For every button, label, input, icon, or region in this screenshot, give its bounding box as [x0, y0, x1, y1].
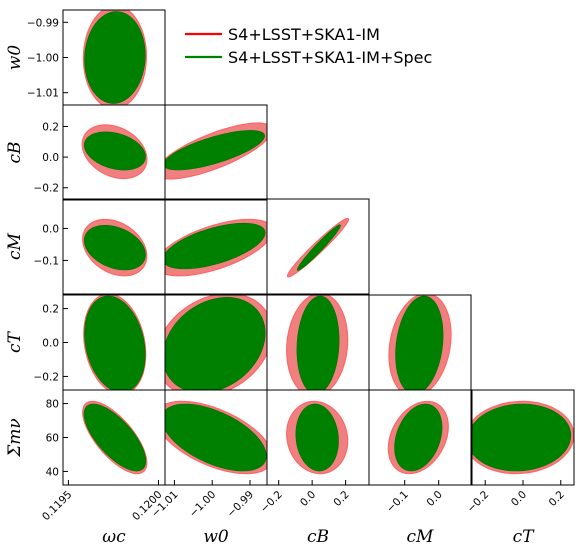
xtick-label-cT-2: 0.2 — [547, 489, 567, 509]
panel-w0-mnu — [165, 400, 267, 475]
ytick-label-cT-1: 0.0 — [42, 338, 59, 350]
contour-green-cB-cT — [296, 295, 340, 390]
contour-green-cB-mnu — [295, 403, 339, 472]
ytick-label-cM-1: 0.0 — [42, 223, 59, 235]
panel-frame-w0-cB — [164, 104, 268, 201]
xtick-label-cM-0: −0.1 — [384, 489, 411, 516]
panel-w0-cB — [165, 122, 267, 180]
panel-cM-mnu — [387, 400, 449, 475]
ylabel-cB: cB — [5, 141, 25, 163]
xtick-label-cB-2: 0.2 — [331, 489, 351, 509]
panel-wc-cM — [82, 218, 148, 277]
xtick-label-cM-1: 0.0 — [425, 489, 445, 509]
panel-cB-cT — [286, 295, 349, 390]
contour-green-wc-mnu — [83, 403, 147, 472]
ytick-label-w0-1: −1.00 — [27, 53, 59, 65]
legend-green-label: S4+LSST+SKA1-IM+Spec — [228, 48, 432, 67]
ytick-label-cT-2: 0.2 — [42, 304, 59, 316]
panel-wc-mnu — [82, 400, 148, 475]
contour-green-wc-cB — [83, 131, 146, 171]
panel-w0-cM — [165, 218, 267, 277]
contour-green-wc-w0 — [84, 11, 146, 104]
ytick-label-w0-2: −0.99 — [27, 17, 59, 29]
contour-green-w0-cM — [165, 222, 266, 270]
ytick-label-cB-1: 0.0 — [42, 152, 59, 164]
contour-green-w0-cT — [165, 297, 266, 390]
panel-w0-cT — [165, 295, 267, 390]
contour-green-wc-cM — [83, 224, 146, 271]
xtick-label-w0-1: −1.00 — [187, 489, 218, 520]
ylabel-w0: w0 — [5, 45, 25, 71]
contour-green-cM-cT — [395, 295, 444, 390]
ylabel-cT: cT — [5, 330, 25, 353]
panel-cB-cM — [286, 217, 350, 278]
panel-cB-mnu — [286, 400, 349, 475]
panel-wc-cB — [81, 124, 148, 180]
ylabel-cM: cM — [5, 232, 25, 260]
contour-green-wc-cT — [84, 295, 146, 390]
legend: S4+LSST+SKA1-IM S4+LSST+SKA1-IM+Spec — [185, 25, 432, 67]
ytick-label-cT-0: −0.2 — [34, 371, 60, 383]
xtick-label-cB-1: 0.0 — [298, 489, 318, 509]
xlabel-cM: cM — [407, 527, 435, 547]
ytick-label-w0-0: −1.01 — [27, 88, 59, 100]
panel-cT-mnu — [472, 400, 574, 475]
xlabel-wc: ωc — [102, 527, 126, 547]
ytick-label-cB-2: 0.2 — [42, 121, 59, 133]
axis-labels-layer: ωc w0 cB cM cT w0 cB cM cT Σmν — [5, 45, 535, 547]
ytick-label-mnu-2: 80 — [46, 399, 59, 411]
panel-wc-w0 — [82, 10, 148, 105]
xtick-label-cB-0: −0.2 — [258, 489, 285, 516]
ytick-label-cB-0: −0.2 — [34, 183, 60, 195]
ytick-label-mnu-0: 40 — [46, 466, 59, 478]
ytick-label-mnu-1: 60 — [46, 433, 59, 445]
contour-green-w0-cB — [165, 130, 265, 171]
xtick-label-wc-0: 0.1195 — [40, 489, 74, 523]
xlabel-cB: cB — [307, 527, 329, 547]
xtick-label-cT-0: −0.2 — [465, 489, 492, 516]
xtick-label-w0-2: −0.99 — [225, 489, 256, 520]
contour-green-cT-mnu — [472, 403, 572, 472]
ytick-label-cM-0: −0.1 — [34, 255, 60, 267]
xlabel-cT: cT — [513, 527, 536, 547]
panel-wc-cT — [83, 295, 147, 390]
ylabel-mnu: Σmν — [5, 418, 25, 457]
panels-layer — [62, 9, 575, 486]
panel-frame-cB-cM — [266, 198, 370, 295]
contour-green-w0-mnu — [165, 403, 267, 472]
legend-red-label: S4+LSST+SKA1-IM — [228, 25, 380, 44]
panel-cM-cT — [388, 295, 452, 390]
xlabel-w0: w0 — [203, 527, 229, 547]
contour-green-cM-mnu — [394, 403, 443, 472]
xtick-label-cT-1: 0.0 — [509, 489, 529, 509]
panel-frame-cM-mnu — [368, 389, 472, 486]
contour-green-cB-cM — [296, 224, 341, 271]
